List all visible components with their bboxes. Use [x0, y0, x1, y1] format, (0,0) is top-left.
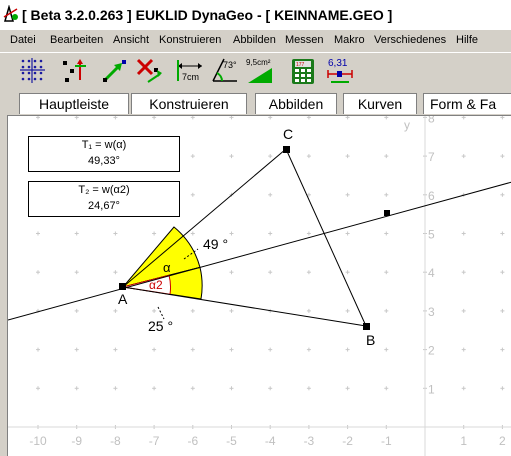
- toolbar: 7cm 73° 9,5cm² 177 6,31: [0, 52, 511, 91]
- menu-ansicht[interactable]: Ansicht: [113, 34, 150, 46]
- y-tick-label: 1: [428, 382, 435, 396]
- x-tick-label: -2: [342, 434, 353, 448]
- menu-bar: Datei Bearbeiten Ansicht Konstruieren Ab…: [0, 30, 511, 52]
- svg-text:177: 177: [296, 62, 305, 68]
- point-b[interactable]: [363, 323, 370, 330]
- segment-ac[interactable]: [122, 148, 287, 288]
- line-through-a[interactable]: [8, 181, 511, 321]
- slider-tool-button[interactable]: 6,31: [325, 56, 355, 86]
- slider-tool-icon: 6,31: [327, 58, 353, 83]
- term-box-t1[interactable]: T₁ = w(α) 49,33°: [28, 136, 180, 172]
- y-tick-label: 7: [428, 150, 435, 164]
- angle-25-label: 25 °: [148, 318, 173, 334]
- term-t2-formula: T₂ = w(α2): [78, 184, 130, 196]
- menu-hilfe[interactable]: Hilfe: [456, 34, 479, 46]
- grid-tool-icon: [20, 58, 45, 83]
- dynageo-app-icon[interactable]: [3, 5, 19, 23]
- x-tick-label: -9: [71, 434, 82, 448]
- point-b-label: B: [366, 332, 375, 348]
- y-tick-label: 5: [428, 228, 435, 242]
- segment-ab[interactable]: [122, 286, 367, 327]
- menu-abbilden[interactable]: Abbilden: [233, 34, 276, 46]
- angle-tool-button[interactable]: 73°: [210, 56, 240, 86]
- point-line-tool-icon: [63, 59, 86, 82]
- svg-text:73°: 73°: [223, 60, 237, 70]
- point-a-label: A: [118, 291, 128, 307]
- svg-text:7cm: 7cm: [182, 72, 199, 82]
- x-tick-label: -8: [110, 434, 121, 448]
- term-t1-value: 49,33°: [88, 155, 120, 167]
- y-tick-label: 8: [428, 116, 435, 125]
- grid-tool-button[interactable]: [18, 56, 48, 86]
- window-title: [ Beta 3.2.0.263 ] EUKLID DynaGeo - [ KE…: [22, 7, 393, 23]
- x-tick-label: -7: [149, 434, 160, 448]
- x-tick-label: 1: [460, 434, 467, 448]
- y-tick-label: 2: [428, 344, 435, 358]
- title-bar: [ Beta 3.2.0.263 ] EUKLID DynaGeo - [ KE…: [0, 0, 511, 30]
- x-tick-label: -6: [187, 434, 198, 448]
- menu-messen[interactable]: Messen: [285, 34, 324, 46]
- menu-makro[interactable]: Makro: [334, 34, 365, 46]
- angle-49-label: 49 °: [203, 236, 228, 252]
- area-tool-button[interactable]: 9,5cm²: [245, 56, 275, 86]
- term-t2-value: 24,67°: [88, 200, 120, 212]
- delete-point-tool-button[interactable]: [134, 56, 164, 86]
- angle-tool-icon: 73°: [212, 58, 237, 82]
- menu-bearbeiten[interactable]: Bearbeiten: [50, 34, 104, 46]
- distance-tool-icon: 7cm: [177, 60, 202, 82]
- segment-cb[interactable]: [285, 148, 367, 327]
- y-tick-label: 4: [428, 266, 435, 280]
- calculator-tool-button[interactable]: 177: [288, 56, 318, 86]
- x-tick-label: -1: [381, 434, 392, 448]
- point-a[interactable]: [119, 283, 126, 290]
- alpha-label: α: [163, 260, 171, 275]
- point-c-label: C: [283, 126, 293, 142]
- x-tick-label: -3: [304, 434, 315, 448]
- tab-kurven[interactable]: Kurven: [343, 93, 417, 114]
- tab-abbilden[interactable]: Abbilden: [255, 93, 337, 114]
- line-point[interactable]: [384, 210, 390, 216]
- area-tool-icon: 9,5cm²: [246, 58, 272, 83]
- menu-konstruieren[interactable]: Konstruieren: [159, 34, 222, 46]
- distance-tool-button[interactable]: 7cm: [175, 56, 205, 86]
- x-tick-label: 2: [499, 434, 506, 448]
- calculator-tool-icon: 177: [292, 59, 314, 84]
- y-tick-label: 3: [428, 305, 435, 319]
- tab-hauptleiste[interactable]: Hauptleiste: [19, 93, 129, 114]
- point-c[interactable]: [283, 146, 290, 153]
- svg-text:9,5cm²: 9,5cm²: [246, 58, 271, 67]
- delete-point-tool-icon: [136, 58, 162, 83]
- tab-konstruieren[interactable]: Konstruieren: [131, 93, 247, 114]
- term-t1-formula: T₁ = w(α): [81, 139, 127, 151]
- alpha2-label: α2: [149, 278, 163, 292]
- alpha-label-leader: [183, 248, 199, 260]
- left-panel: [0, 115, 7, 455]
- term-box-t2[interactable]: T₂ = w(α2) 24,67°: [28, 181, 180, 217]
- svg-text:6,31: 6,31: [328, 58, 348, 69]
- arrow-point-tool-icon: [103, 60, 126, 82]
- arrow-point-tool-button[interactable]: [100, 56, 130, 86]
- x-tick-label: -4: [265, 434, 276, 448]
- menu-datei[interactable]: Datei: [10, 34, 36, 46]
- y-axis-title: y: [404, 118, 410, 132]
- tab-form-farbe[interactable]: Form & Fa: [423, 93, 511, 114]
- point-line-tool-button[interactable]: [60, 56, 90, 86]
- x-tick-label: -5: [226, 434, 237, 448]
- x-tick-label: -10: [29, 434, 47, 448]
- tab-bar: Hauptleiste Konstruieren Abbilden Kurven…: [0, 90, 511, 114]
- menu-verschiedenes[interactable]: Verschiedenes: [374, 34, 447, 46]
- y-tick-label: 6: [428, 189, 435, 203]
